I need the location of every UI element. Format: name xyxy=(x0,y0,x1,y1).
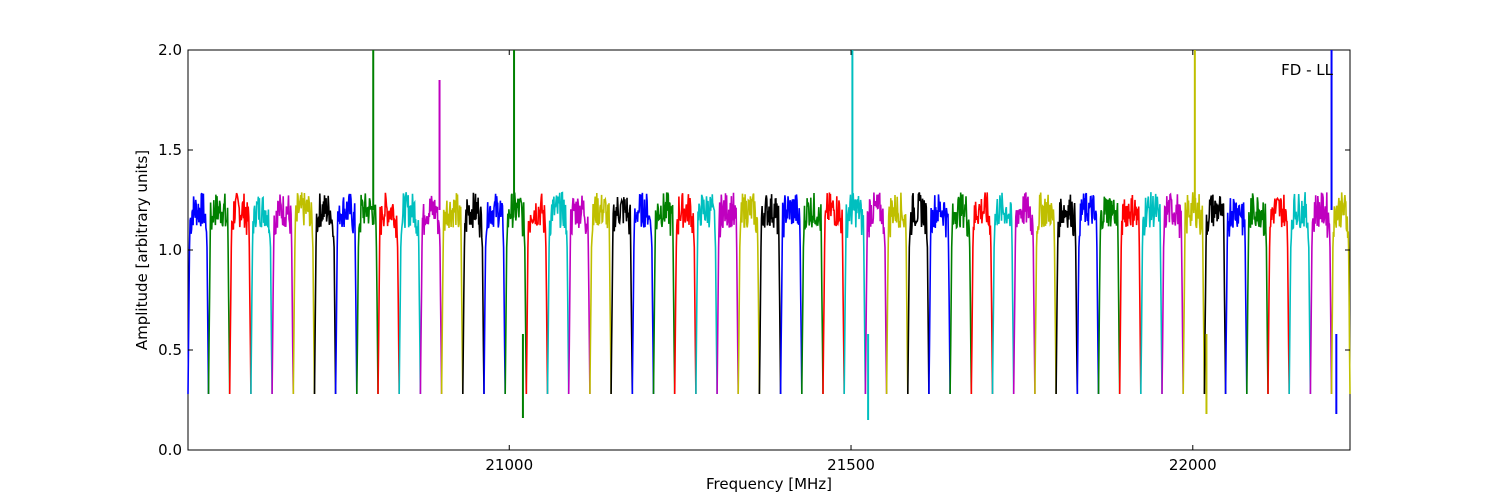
spw-series-line xyxy=(907,192,930,395)
spw-series-line xyxy=(1224,198,1248,395)
spw-series-line xyxy=(483,193,506,395)
plot-area: 21000 21500 22000 0.0 0.5 1.0 1.5 2.0 xyxy=(158,41,1351,474)
spw-series-line xyxy=(1076,192,1100,395)
spw-series-line xyxy=(1097,196,1121,395)
y-tick-label: 1.0 xyxy=(158,241,182,259)
y-tick-label: 0.5 xyxy=(158,341,182,359)
spw-series-line xyxy=(1055,194,1079,395)
x-tick-label: 21000 xyxy=(485,456,533,474)
spw-series-line xyxy=(525,193,549,395)
spw-series-line xyxy=(779,194,803,395)
spw-series-line xyxy=(1203,194,1227,395)
spw-series-line xyxy=(1012,192,1036,395)
spw-series-line xyxy=(567,195,591,395)
x-ticks: 21000 21500 22000 xyxy=(485,50,1217,474)
spw-series-line xyxy=(716,192,739,395)
spw-series-line xyxy=(673,193,697,395)
spw-series-line xyxy=(250,195,273,395)
spw-series-line xyxy=(207,193,231,395)
y-tick-label: 2.0 xyxy=(158,41,182,59)
spw-series-line xyxy=(864,192,888,395)
y-ticks: 0.0 0.5 1.0 1.5 2.0 xyxy=(158,41,1350,459)
spw-series-line xyxy=(271,194,295,395)
spw-series-line xyxy=(1034,192,1057,395)
spw-series-line xyxy=(843,193,867,395)
spw-series-line xyxy=(758,194,782,395)
spw-series-line xyxy=(885,192,909,395)
spw-series-line xyxy=(652,192,676,395)
y-tick-label: 1.5 xyxy=(158,141,182,159)
spw-series-line xyxy=(440,193,464,395)
spw-series-line xyxy=(631,192,655,395)
x-tick-label: 22000 xyxy=(1169,456,1217,474)
x-tick-label: 21500 xyxy=(827,456,875,474)
spw-series-line xyxy=(228,192,252,395)
spw-series-line xyxy=(356,193,379,395)
spw-series-line xyxy=(1288,192,1312,395)
panel-annotation: FD - LL xyxy=(1281,61,1333,79)
spw-series-line xyxy=(504,192,528,395)
spw-series-line xyxy=(1330,192,1351,395)
spw-series-line xyxy=(1161,192,1184,395)
spw-series-line xyxy=(991,192,1015,395)
spw-series-line xyxy=(334,193,358,395)
spw-series-line xyxy=(949,192,973,395)
spw-series-line xyxy=(546,191,570,395)
spw-series-line xyxy=(822,192,845,395)
spw-series-line xyxy=(398,192,422,395)
spw-series-line xyxy=(377,192,400,395)
spw-series-line xyxy=(695,194,718,395)
spw-series-line xyxy=(292,192,316,395)
y-tick-label: 0.0 xyxy=(158,441,182,459)
spw-series-line xyxy=(801,192,824,395)
spw-series-line xyxy=(462,192,485,395)
spw-series-line xyxy=(970,192,994,395)
spw-series-line xyxy=(1246,193,1269,395)
y-axis-label: Amplitude [arbitrary units] xyxy=(133,150,151,350)
spw-series-line xyxy=(419,195,443,395)
spw-series-line xyxy=(610,196,634,395)
spw-series-line xyxy=(589,192,612,395)
spw-series-line xyxy=(1309,192,1333,395)
spw-series-line xyxy=(1182,192,1206,395)
spw-series-line xyxy=(928,194,951,395)
x-axis-label: Frequency [MHz] xyxy=(706,475,832,493)
spw-series-line xyxy=(1140,192,1163,395)
spw-series-line xyxy=(313,193,337,395)
spw-series-line xyxy=(737,193,761,395)
series-layer xyxy=(187,50,1351,420)
spw-series-line xyxy=(1118,194,1142,395)
plot-frame xyxy=(187,49,1351,451)
spw-series-line xyxy=(1267,194,1290,395)
spw-series-line xyxy=(187,192,210,395)
